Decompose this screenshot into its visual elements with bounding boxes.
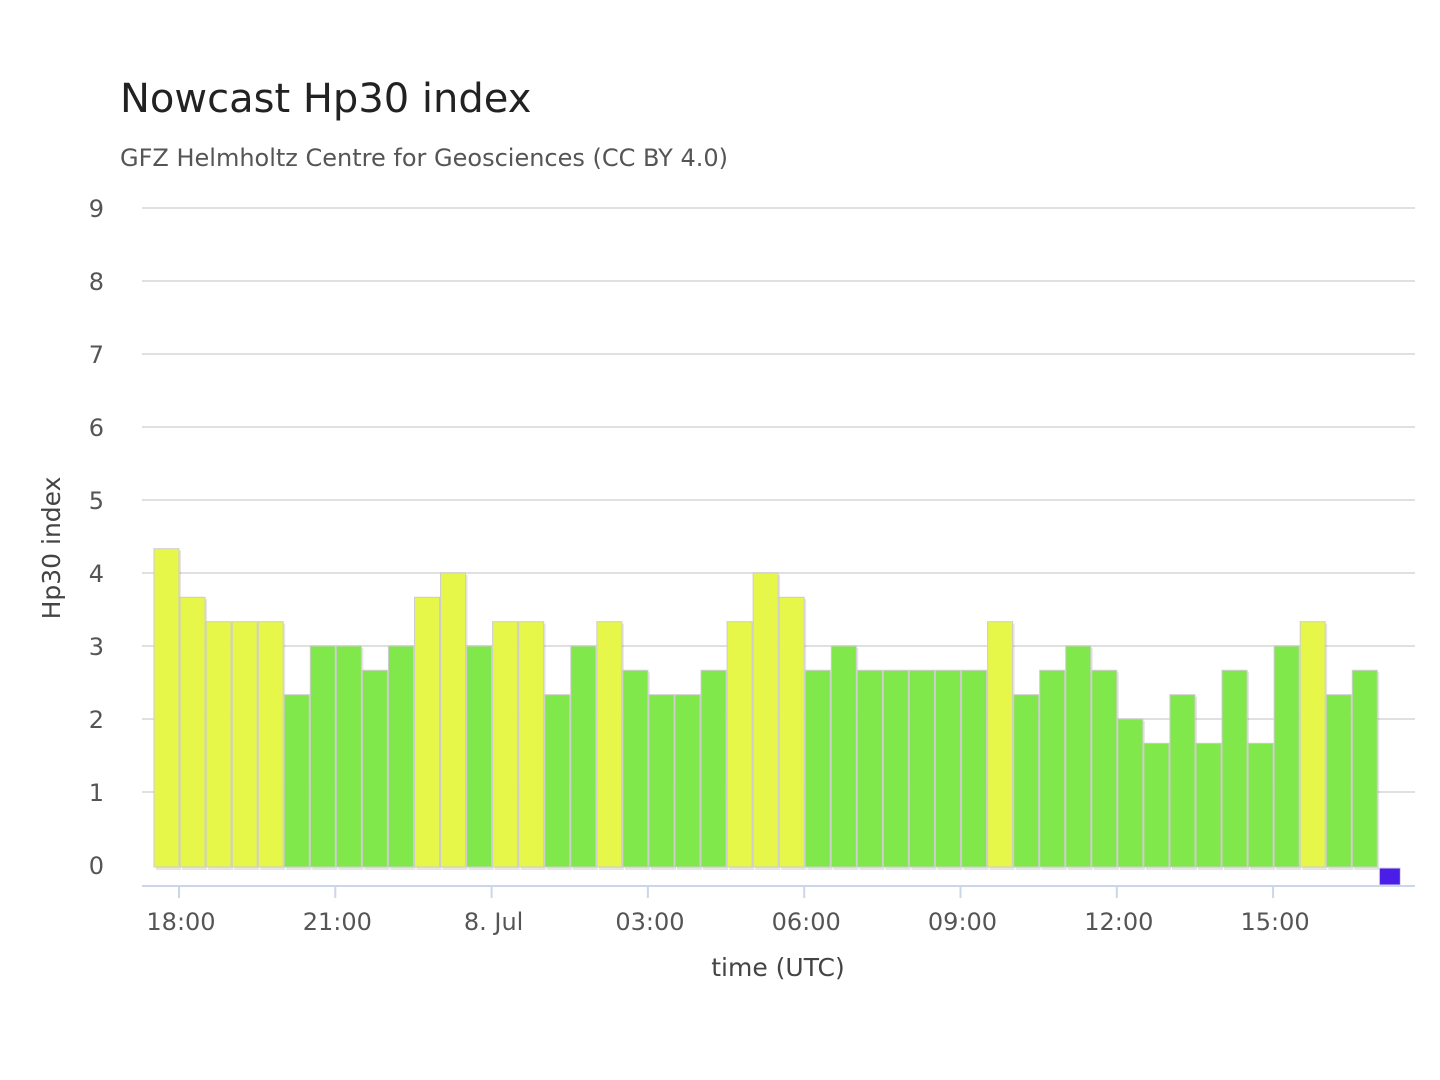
bar-current[interactable]	[1378, 867, 1401, 886]
axes: 18:00 21:00 8. Jul 03:00 06:00 09:00 12:00 15:0…	[142, 885, 1415, 936]
chart-subtitle: GFZ Helmholtz Centre for Geosciences (CC…	[120, 144, 729, 172]
bar[interactable]	[518, 621, 545, 868]
bar[interactable]	[622, 669, 649, 868]
x-axis-title: time (UTC)	[711, 953, 845, 982]
bar[interactable]	[1351, 669, 1378, 868]
bar[interactable]	[1065, 645, 1092, 868]
y-tick-label: 3	[89, 633, 104, 661]
x-tick-label: 8. Jul	[464, 908, 523, 936]
y-tick-label: 0	[89, 852, 104, 880]
y-tick-label: 6	[89, 414, 104, 442]
bar[interactable]	[153, 548, 180, 868]
bar[interactable]	[648, 694, 675, 868]
bar[interactable]	[205, 621, 232, 868]
x-tick-label: 06:00	[772, 908, 841, 936]
bar-series	[153, 548, 1401, 886]
y-tick-label: 8	[89, 268, 104, 296]
bar[interactable]	[700, 669, 727, 868]
bar[interactable]	[882, 669, 909, 868]
bar[interactable]	[596, 621, 623, 868]
bar[interactable]	[935, 669, 961, 868]
bar[interactable]	[440, 572, 467, 868]
y-tick-label: 2	[89, 706, 104, 734]
y-tick-label: 4	[89, 560, 104, 588]
bar[interactable]	[1221, 669, 1248, 868]
bar[interactable]	[987, 621, 1014, 868]
bar[interactable]	[257, 621, 284, 868]
bar[interactable]	[1195, 742, 1222, 868]
bar[interactable]	[361, 669, 388, 868]
bar[interactable]	[1169, 694, 1196, 868]
y-tick-label: 5	[89, 487, 104, 515]
bar[interactable]	[387, 645, 414, 868]
bar[interactable]	[1091, 669, 1118, 868]
x-tick-label: 09:00	[928, 908, 997, 936]
bar[interactable]	[570, 645, 597, 868]
bar[interactable]	[1247, 742, 1274, 868]
bar[interactable]	[309, 645, 336, 868]
bar[interactable]	[778, 596, 805, 868]
bar[interactable]	[856, 669, 883, 868]
bar[interactable]	[961, 669, 988, 868]
bar[interactable]	[1039, 669, 1066, 868]
x-tick-label: 12:00	[1084, 908, 1153, 936]
bar[interactable]	[804, 669, 831, 868]
bar[interactable]	[830, 645, 857, 868]
y-tick-label: 9	[89, 195, 104, 223]
x-tick-label: 18:00	[146, 908, 215, 936]
bar[interactable]	[908, 669, 935, 868]
bar[interactable]	[1273, 645, 1300, 868]
bar[interactable]	[1013, 694, 1040, 868]
bar[interactable]	[492, 621, 519, 868]
bar[interactable]	[466, 645, 493, 868]
bar[interactable]	[335, 645, 362, 868]
bar[interactable]	[1299, 621, 1326, 868]
chart-title: Nowcast Hp30 index	[120, 76, 532, 122]
bar[interactable]	[231, 621, 258, 868]
bar[interactable]	[1325, 694, 1352, 868]
bar[interactable]	[726, 621, 753, 868]
bar[interactable]	[544, 694, 571, 868]
bar[interactable]	[674, 694, 701, 868]
bar[interactable]	[1117, 718, 1144, 868]
y-axis-title: Hp30 index	[37, 477, 66, 620]
y-tick-label: 7	[89, 341, 104, 369]
x-tick-label: 03:00	[615, 908, 684, 936]
bar[interactable]	[414, 596, 440, 868]
bar[interactable]	[1143, 742, 1170, 868]
bar[interactable]	[179, 596, 206, 868]
bar[interactable]	[752, 572, 779, 868]
x-tick-label: 21:00	[303, 908, 372, 936]
x-tick-label: 15:00	[1241, 908, 1310, 936]
y-tick-label: 1	[89, 779, 104, 807]
bar[interactable]	[283, 694, 310, 868]
